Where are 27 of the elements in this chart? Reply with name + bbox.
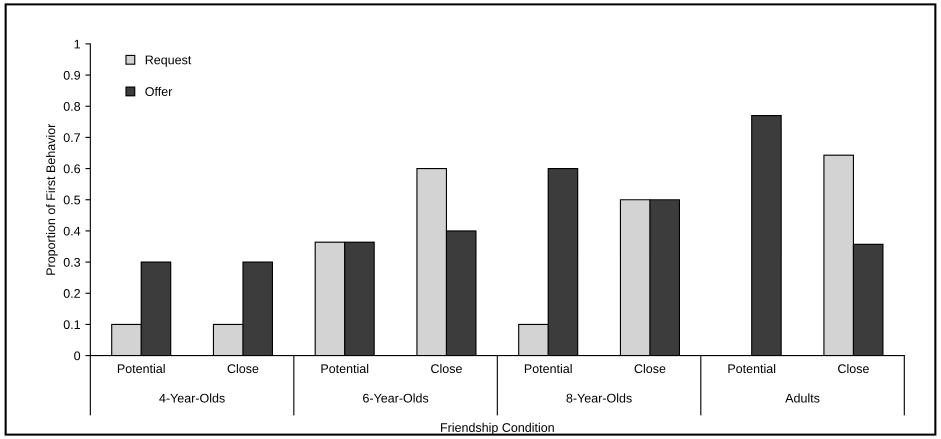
text: 6-Year-Olds (363, 393, 428, 403)
text: Adults (785, 393, 820, 403)
y-tick-label: 0.4 (64, 226, 80, 236)
x-tick-label: Potential (524, 364, 572, 374)
y-tick-label: 0.6 (64, 164, 80, 174)
y-tick-label: 0.5 (64, 196, 80, 204)
y-tick-label: 0 (74, 351, 80, 360)
x-tick-label: Close (228, 364, 258, 374)
x-tick-label: Potential (728, 364, 776, 374)
y-tick-label: 1 (74, 40, 80, 48)
x-axis-title: Friendship Condition (441, 422, 554, 434)
y-tick-label: 0.9 (64, 70, 80, 80)
x-tick-label: Close (634, 364, 666, 374)
y-axis-title: Proportion of First Behavior (46, 124, 58, 275)
legend-label: Request (146, 56, 192, 67)
y-tick-label: 0.2 (64, 289, 80, 298)
text: 4-Year-Olds (159, 393, 225, 403)
y-tick-label: 0.1 (64, 320, 80, 330)
x-tick-label: Close (838, 364, 869, 374)
x-tick-label: Potential (118, 364, 165, 374)
text: 8-Year-Olds (566, 393, 632, 403)
y-tick-label: 0.3 (64, 258, 80, 267)
x-tick-label: Close (431, 364, 462, 374)
legend-label: Offer (145, 86, 172, 96)
y-tick-label: 0.8 (64, 102, 80, 111)
y-tick-label: 0.7 (64, 133, 80, 142)
x-tick-label: Potential (321, 364, 368, 374)
